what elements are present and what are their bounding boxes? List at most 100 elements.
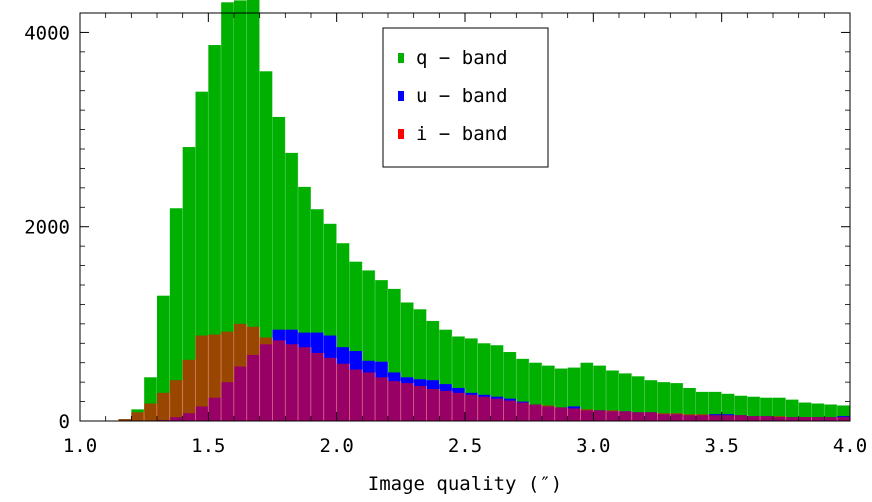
bar-series-1 — [785, 399, 799, 421]
bar-series-3 — [298, 347, 311, 421]
bar-series-3 — [452, 392, 465, 421]
bar-series-3 — [323, 357, 337, 421]
bar-series-3 — [426, 388, 440, 421]
bar-series-3 — [169, 380, 183, 421]
y-tick-label: 2000 — [24, 217, 70, 239]
bar-series-3 — [824, 417, 838, 421]
bar-series-1 — [259, 71, 273, 422]
bar-series-1 — [606, 370, 619, 421]
bar-series-1 — [580, 362, 594, 421]
bar-series-3 — [195, 335, 209, 421]
bar-series-3 — [567, 408, 581, 421]
bar-series-3 — [696, 414, 709, 421]
bar-series-3 — [285, 344, 299, 421]
bar-series-3 — [272, 340, 286, 421]
bar-series-1 — [631, 376, 645, 421]
bar-series-3 — [465, 394, 478, 421]
bar-series-3 — [760, 416, 773, 421]
legend-items: q − band u − band i − band — [398, 47, 508, 145]
bar-series-3 — [336, 363, 350, 421]
bar-series-3 — [400, 383, 414, 421]
bar-series-3 — [118, 419, 132, 421]
bar-series-1 — [747, 396, 761, 421]
bar-series-1 — [157, 295, 170, 421]
legend-swatch — [398, 91, 404, 101]
bar-series-1 — [234, 0, 247, 421]
bar-series-3 — [670, 413, 684, 421]
ticks-group — [79, 12, 851, 422]
legend: q − band u − band i − band — [382, 27, 549, 168]
bar-series-3 — [388, 381, 401, 421]
bar-series-1 — [734, 395, 748, 421]
bar-series-1 — [619, 373, 632, 421]
y-tick-label: 4000 — [24, 22, 70, 44]
x-tick-label: 3.0 — [576, 435, 610, 457]
bar-series-3 — [683, 414, 696, 421]
bar-series-3 — [439, 390, 453, 421]
bar-series-1 — [246, 0, 260, 422]
bar-series-3 — [734, 415, 748, 421]
bar-series-3 — [375, 377, 388, 421]
bar-series-1 — [169, 208, 183, 421]
bar-series-1 — [760, 397, 773, 421]
x-tick-label: 2.0 — [320, 435, 354, 457]
bar-series-3 — [619, 411, 632, 421]
bar-series-3 — [144, 403, 157, 421]
bar-series-1 — [798, 402, 812, 421]
bar-series-1 — [811, 403, 825, 421]
bar-series-3 — [644, 412, 658, 421]
bar-series-1 — [683, 387, 696, 421]
legend-swatch — [398, 129, 404, 139]
bar-series-3 — [798, 417, 812, 421]
bar-series-3 — [503, 400, 517, 421]
bar-series-3 — [182, 359, 196, 421]
bar-series-3 — [516, 402, 530, 421]
bar-series-3 — [554, 407, 568, 421]
legend-box — [382, 27, 549, 168]
bar-series-3 — [234, 323, 247, 421]
bar-series-1 — [696, 391, 709, 421]
bar-series-1 — [773, 397, 786, 421]
x-axis-title: Image quality (″) — [368, 473, 562, 495]
bar-series-3 — [311, 353, 324, 421]
bar-series-3 — [785, 417, 799, 421]
bar-series-3 — [747, 416, 761, 421]
bar-series-3 — [246, 326, 260, 421]
bar-series-3 — [349, 369, 363, 421]
bar-series-3 — [542, 405, 555, 421]
bar-series-1 — [657, 382, 671, 421]
bar-series-3 — [837, 417, 850, 421]
legend-label: i − band — [416, 123, 508, 145]
x-tick-label: 4.0 — [833, 435, 867, 457]
bar-series-3 — [631, 412, 645, 421]
bar-series-3 — [477, 396, 491, 421]
tick-labels-group: 1.0 1.5 2.0 2.5 3.0 3.5 4.0 0 2000 4000 — [24, 22, 867, 457]
bar-series-1 — [670, 383, 684, 421]
legend-swatch — [398, 53, 404, 63]
bar-series-1 — [824, 404, 838, 421]
bar-series-3 — [657, 413, 671, 421]
bar-series-3 — [221, 331, 234, 421]
bar-series-3 — [811, 417, 825, 421]
bar-series-3 — [157, 392, 170, 421]
bar-series-1 — [708, 391, 722, 421]
legend-label: q − band — [416, 47, 508, 69]
series-3-bars — [118, 323, 851, 421]
bar-series-3 — [413, 386, 427, 421]
bar-series-3 — [131, 412, 145, 421]
bar-series-3 — [490, 398, 504, 421]
bar-series-1 — [221, 2, 234, 421]
legend-label: u − band — [416, 85, 508, 107]
x-tick-label: 1.0 — [63, 435, 97, 457]
bar-series-1 — [182, 147, 196, 422]
bar-series-3 — [208, 334, 222, 421]
bar-series-3 — [593, 410, 607, 421]
bar-series-3 — [708, 415, 722, 421]
bar-series-3 — [606, 410, 619, 421]
bar-series-3 — [362, 372, 376, 421]
bars-group — [118, 0, 851, 422]
y-tick-label: 0 — [59, 411, 70, 433]
bar-series-1 — [208, 45, 222, 422]
bar-series-3 — [529, 404, 542, 421]
